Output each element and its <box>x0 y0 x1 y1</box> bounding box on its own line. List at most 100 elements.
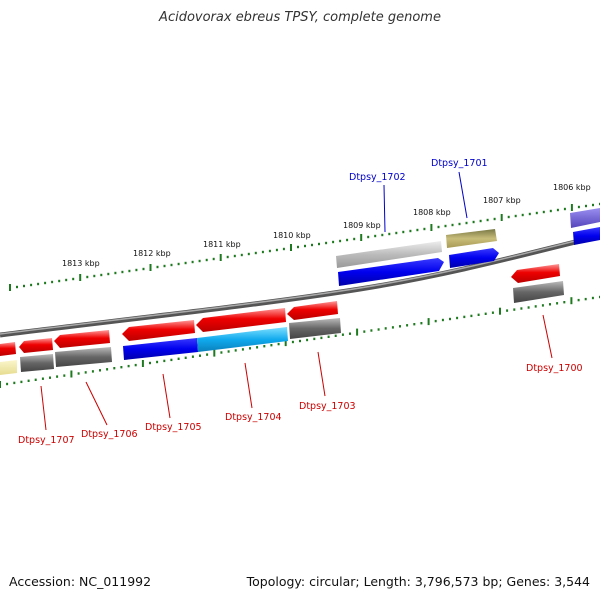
gene-dtpsy-1700-cds[interactable] <box>511 264 560 283</box>
upper-scale-tick <box>585 204 587 208</box>
upper-scale-tick <box>493 217 496 221</box>
upper-scale-tick <box>93 274 96 278</box>
kbp-label-1809: 1809 kbp <box>343 221 381 230</box>
gene-dtpsy-1707-cds[interactable] <box>19 338 53 353</box>
gene-dtpsy-1704-feature[interactable] <box>197 327 288 352</box>
gene-label-dtpsy-1702[interactable]: Dtpsy_1702 <box>349 172 406 183</box>
gene-dtpsy-1701-cds[interactable] <box>449 248 499 268</box>
label-leaders <box>40 171 553 431</box>
lower-scale-tick <box>199 354 201 357</box>
genome-title: Acidovorax ebreus TPSY, complete genome <box>159 10 441 25</box>
gene-label-dtpsy-1703[interactable]: Dtpsy_1703 <box>299 401 356 412</box>
upper-scale-tick <box>486 218 489 222</box>
gene-left-edge-feature[interactable] <box>0 360 17 375</box>
upper-scale-tick <box>191 260 194 264</box>
kbp-label-1810: 1810 kbp <box>273 231 311 240</box>
upper-scale-tick <box>430 224 433 231</box>
lower-scale-tick <box>549 303 551 306</box>
gene-dtpsy-1700-feature[interactable] <box>513 281 564 303</box>
upper-scale-tick <box>458 222 461 226</box>
gene-dtpsy-1707-feature[interactable] <box>20 354 54 372</box>
upper-scale-tick <box>58 279 61 283</box>
lower-scale-tick <box>320 336 323 340</box>
gene-dtpsy-1704-cds[interactable] <box>196 308 286 332</box>
gene-left-edge-cds[interactable] <box>0 342 16 356</box>
lower-scale-tick <box>291 340 294 344</box>
lower-scale-tick <box>184 356 187 359</box>
gene-label-dtpsy-1704[interactable]: Dtpsy_1704 <box>225 412 282 423</box>
upper-scale-tick <box>570 204 573 211</box>
lower-scale-tick <box>420 322 423 325</box>
lower-scale-tick <box>277 342 280 346</box>
lower-scale-tick <box>306 338 309 342</box>
lower-scale-tick <box>463 315 466 319</box>
lower-scale-tick <box>149 361 151 365</box>
lower-scale-tick <box>563 301 566 304</box>
gene-dtpsy-1705-cds[interactable] <box>122 320 195 341</box>
lower-scale-tick <box>20 380 23 384</box>
kbp-label-1811: 1811 kbp <box>203 240 241 249</box>
upper-scale-tick <box>79 274 82 281</box>
lower-scale-ticks <box>0 295 600 388</box>
upper-scale-tick <box>51 280 54 284</box>
lower-scale-tick <box>313 337 316 341</box>
gene-dtpsy-1701-feature[interactable] <box>446 229 497 248</box>
lower-scale-tick <box>477 313 480 316</box>
upper-scale-tick <box>233 254 236 258</box>
lower-scale-tick <box>13 381 16 385</box>
lower-scale-tick <box>541 304 544 307</box>
lower-scale-tick <box>527 306 530 309</box>
reverse-features <box>0 264 564 375</box>
gene-dtpsy-1706-cds[interactable] <box>54 330 110 348</box>
upper-scale-tick <box>184 261 187 265</box>
upper-scale-tick <box>107 272 110 276</box>
lower-scale-tick <box>534 305 537 308</box>
lower-scale-tick <box>63 374 66 377</box>
genome-backbone <box>0 233 600 338</box>
gene-dtpsy-1702-cds[interactable] <box>338 258 444 286</box>
lower-scale-tick <box>84 371 87 374</box>
kbp-label-1813: 1813 kbp <box>62 259 100 268</box>
upper-scale-tick <box>212 257 215 261</box>
lower-scale-tick <box>370 329 373 332</box>
upper-scale-tick <box>374 234 377 238</box>
upper-scale-tick <box>290 244 292 251</box>
upper-scale-tick <box>205 258 208 262</box>
gene-dtpsy-1705-feature[interactable] <box>123 338 198 360</box>
upper-scale-tick <box>423 227 426 231</box>
gene-label-dtpsy-1701[interactable]: Dtpsy_1701 <box>431 158 488 169</box>
accession-text: Accession: NC_011992 <box>9 574 152 589</box>
upper-scale-tick <box>177 262 180 266</box>
gene-label-dtpsy-1700[interactable]: Dtpsy_1700 <box>526 363 583 374</box>
upper-scale-tick <box>381 233 384 237</box>
lower-scale-tick <box>506 309 509 312</box>
gene-right-edge-cds[interactable] <box>573 227 600 245</box>
upper-scale-tick <box>472 220 475 224</box>
gene-label-dtpsy-1707[interactable]: Dtpsy_1707 <box>18 435 75 446</box>
gene-right-edge-feature[interactable] <box>570 208 600 228</box>
lower-scale-tick <box>227 350 230 353</box>
upper-scale-tick <box>219 254 222 261</box>
lower-scale-tick <box>356 328 359 336</box>
genome-summary: Topology: circular; Length: 3,796,573 bp… <box>246 574 590 589</box>
upper-scale-tick <box>65 278 68 282</box>
upper-scale-tick <box>402 230 405 234</box>
forward-features <box>336 208 600 286</box>
lower-scale-tick <box>6 382 9 386</box>
upper-scale-tick <box>444 224 447 228</box>
upper-scale-tick <box>30 283 33 287</box>
gene-label-dtpsy-1706[interactable]: Dtpsy_1706 <box>81 429 138 440</box>
gene-dtpsy-1702-feature[interactable] <box>336 241 442 268</box>
gene-label-dtpsy-1705[interactable]: Dtpsy_1705 <box>145 422 202 433</box>
gene-dtpsy-1703-cds[interactable] <box>287 301 338 320</box>
gene-dtpsy-1706-feature[interactable] <box>55 347 112 367</box>
lower-scale-tick <box>377 328 380 331</box>
upper-scale-tick <box>247 252 250 256</box>
lower-scale-tick <box>341 333 344 336</box>
gene-dtpsy-1703-feature[interactable] <box>289 318 341 339</box>
upper-scale-tick <box>297 245 299 249</box>
upper-scale-tick <box>465 221 468 225</box>
upper-scale-tick <box>507 215 510 219</box>
lower-scale-tick <box>134 363 137 367</box>
